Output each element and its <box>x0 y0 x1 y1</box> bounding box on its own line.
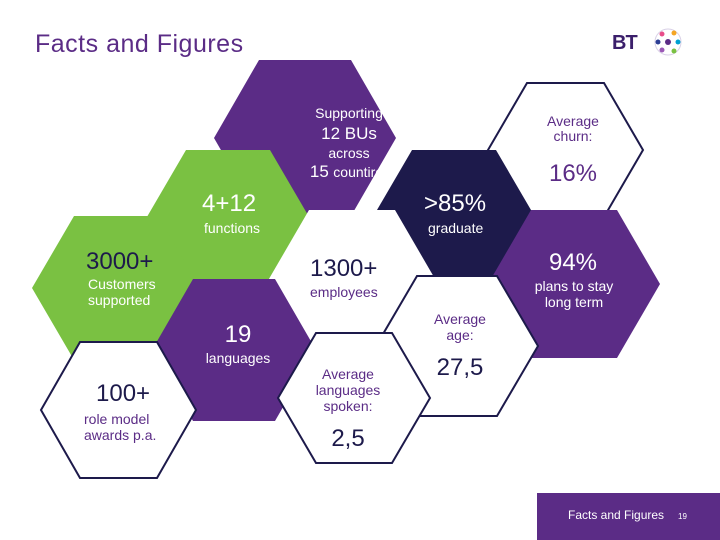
employees-value: 1300+ <box>310 255 378 282</box>
countries-label: countires <box>333 164 391 180</box>
awards-label-1: role model <box>84 411 150 427</box>
spoken-value: 2,5 <box>331 425 365 452</box>
hex-customers <box>32 216 200 360</box>
languages-label: languages <box>205 350 271 366</box>
age-label-1: Average <box>434 311 486 327</box>
globe-icon <box>654 28 682 56</box>
page-number: 19 <box>678 512 687 521</box>
employees-label: employees <box>310 284 378 300</box>
bus-value: 12 BUs <box>321 124 377 143</box>
graduate-value: >85% <box>424 190 487 217</box>
functions-value: 4+12 <box>202 190 257 217</box>
stay-label-1: plans to stay <box>534 278 614 294</box>
bus-line1: Supporting <box>315 105 383 121</box>
logo-text: BT <box>612 32 638 54</box>
footer-bar <box>537 493 720 540</box>
churn-value: 16% <box>548 160 598 187</box>
hex-languages <box>152 279 316 421</box>
bus-line4: 15 countires <box>292 162 408 182</box>
customers-value: 3000+ <box>86 248 154 275</box>
hex-spoken <box>276 332 432 464</box>
countries-count: 15 <box>309 162 329 181</box>
graduate-label: graduate <box>428 220 484 236</box>
hex-awards <box>39 341 198 479</box>
awards-value: 100+ <box>96 380 151 407</box>
footer-label: Facts and Figures <box>568 508 665 522</box>
spoken-label-2: languages <box>315 382 381 398</box>
spoken-label-3: spoken: <box>323 398 373 414</box>
age-value: 27,5 <box>436 354 484 381</box>
bus-line3: across <box>328 145 370 161</box>
customers-label-1: Customers <box>88 276 156 292</box>
stay-value: 94% <box>548 249 598 276</box>
hex-functions <box>144 150 312 294</box>
stay-label-2: long term <box>544 294 604 310</box>
awards-label-2: awards p.a. <box>84 427 157 443</box>
functions-label: functions <box>204 220 261 236</box>
age-label-2: age: <box>446 327 474 343</box>
languages-value: 19 <box>224 321 252 348</box>
customers-label-2: supported <box>88 292 151 308</box>
hex-stay <box>488 210 660 358</box>
churn-label-text: Average churn: <box>547 113 599 145</box>
spoken-label-1: Average <box>322 366 374 382</box>
bt-logo: BT <box>612 18 688 64</box>
page-title: Facts and Figures <box>35 30 244 58</box>
churn-label: Average churn: <box>530 113 616 145</box>
